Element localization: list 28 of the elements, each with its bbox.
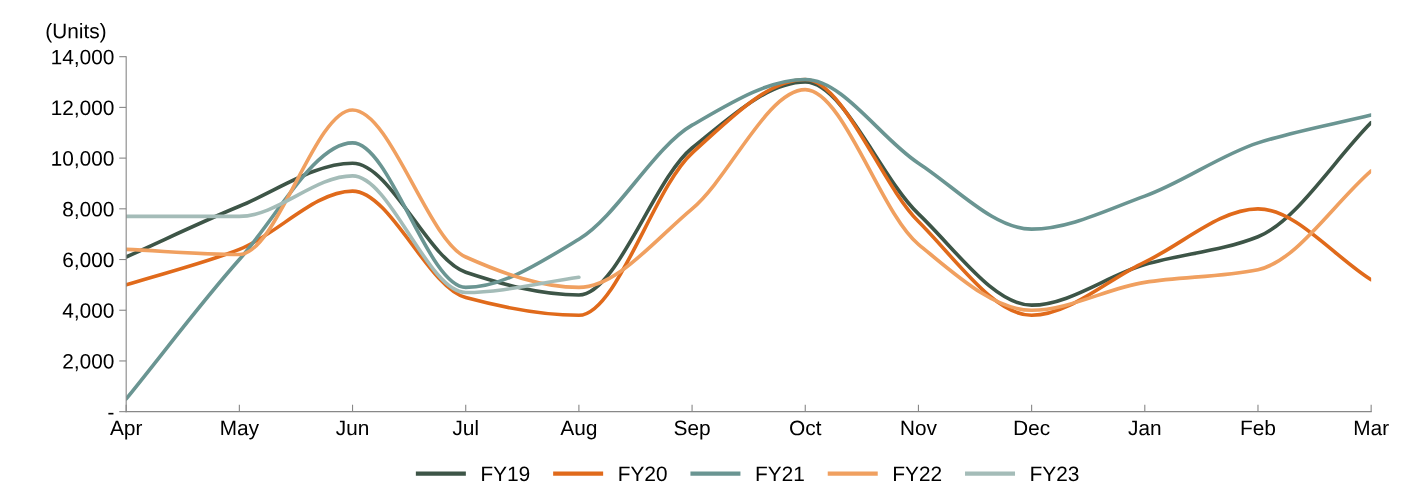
- y-tick-label: 12,000: [52, 100, 114, 118]
- line-series: [126, 174, 581, 295]
- legend-label: FY20: [619, 466, 667, 482]
- y-tick-label: 8,000: [63, 201, 114, 220]
- y-tick-label: 10,000: [52, 151, 114, 169]
- legend-label: FY19: [482, 466, 530, 482]
- x-tick-label: Apr: [110, 420, 143, 440]
- x-tick-label: Nov: [901, 420, 937, 436]
- x-tick-label: Jun: [336, 420, 368, 436]
- x-tick-label: Feb: [1241, 419, 1276, 436]
- y-tick-label: 2,000: [63, 353, 114, 372]
- legend-label: FY22: [894, 466, 942, 481]
- x-tick-label: Sep: [674, 420, 710, 440]
- x-tick-label: Mar: [1354, 420, 1389, 436]
- x-tick-label: Jan: [1128, 420, 1161, 436]
- x-tick-label: Oct: [790, 420, 822, 436]
- line-series: [126, 77, 1372, 401]
- x-tick-label: Aug: [560, 420, 597, 440]
- y-tick-label: -: [108, 412, 114, 415]
- y-axis-title: (Units): [46, 23, 106, 43]
- legend-label: FY21: [756, 466, 804, 481]
- legend-label: FY23: [1031, 466, 1079, 482]
- x-tick-label: May: [221, 420, 259, 440]
- y-tick-label: 4,000: [62, 303, 114, 321]
- x-tick-label: Dec: [1014, 420, 1050, 436]
- y-tick-label: 14,000: [52, 49, 114, 67]
- y-tick-label: 6,000: [63, 252, 114, 270]
- x-tick-label: Jul: [452, 419, 478, 436]
